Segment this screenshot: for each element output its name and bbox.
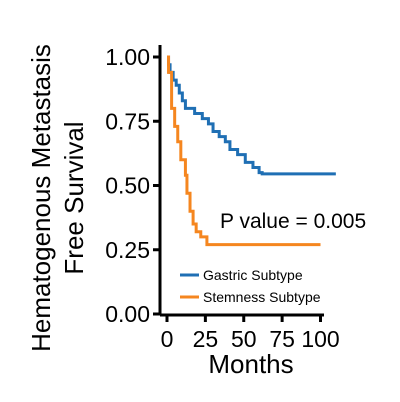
y-tick-label: 0.50 xyxy=(105,173,150,199)
legend-label-stemness: Stemness Subtype xyxy=(203,289,321,305)
legend-label-gastric: Gastric Subtype xyxy=(203,267,303,283)
y-axis-label-line1: Hematogenous Metastasis xyxy=(26,44,56,352)
series-layer xyxy=(167,55,336,247)
y-axis-label-line2: Free Survival xyxy=(59,121,89,274)
series-line-stemness xyxy=(167,55,321,247)
y-tick-label: 1.00 xyxy=(105,44,150,70)
series-line-gastric xyxy=(167,55,336,176)
p-value-annotation: P value = 0.005 xyxy=(220,210,366,233)
y-tick-label: 0.25 xyxy=(105,237,150,263)
x-axis-label: Months xyxy=(208,349,293,379)
y-tick-label: 0.75 xyxy=(105,108,150,134)
x-ticks: 0 25 50 75 100 xyxy=(161,315,340,352)
x-tick-label: 25 xyxy=(193,326,219,352)
y-tick-label: 0.00 xyxy=(105,301,150,327)
legend: Gastric Subtype Stemness Subtype xyxy=(180,267,321,305)
x-tick-label: 100 xyxy=(301,326,339,352)
x-tick-label: 50 xyxy=(231,326,257,352)
x-tick-label: 75 xyxy=(269,326,295,352)
x-tick-label: 0 xyxy=(161,326,174,352)
y-ticks: 0.00 0.25 0.50 0.75 1.00 xyxy=(105,44,160,327)
